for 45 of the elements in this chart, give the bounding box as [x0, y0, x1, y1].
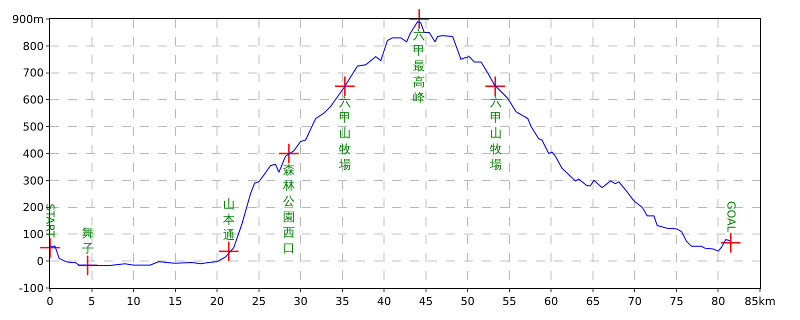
- point: [39, 237, 61, 258]
- x-tick-label: 5: [88, 295, 96, 308]
- x-tick-label: 55: [502, 295, 516, 308]
- x-tick-label: 65: [586, 295, 600, 308]
- point: [334, 76, 356, 97]
- annotation: 六甲山牧場: [338, 95, 351, 172]
- point: [720, 232, 742, 254]
- y-tick-label: 300: [22, 174, 44, 188]
- point: [278, 142, 300, 164]
- y-tick-label: 400: [22, 147, 44, 160]
- annotation: 舞子: [82, 226, 94, 256]
- x-tick-label: 25: [252, 295, 266, 308]
- x-tick-label: 60: [544, 295, 558, 308]
- y-tick-label: 500: [22, 120, 44, 134]
- x-tick-label: 20: [210, 295, 224, 308]
- point: [408, 8, 430, 30]
- x-tick-label: 50: [460, 295, 475, 308]
- point: [218, 240, 240, 262]
- annotation: GOAL: [724, 201, 738, 233]
- annotation: START: [44, 204, 57, 238]
- annotation: 六甲山牧場: [489, 95, 502, 172]
- x-tick-label: 80: [711, 295, 726, 308]
- x-tick-label: 85km: [744, 295, 776, 308]
- x-tick-label: 30: [294, 295, 308, 308]
- x-tick-label: 75: [669, 295, 684, 308]
- y-tick-label: 800: [22, 40, 44, 53]
- x-tick-label: 45: [418, 295, 433, 308]
- point: [484, 76, 506, 97]
- annotation: 六甲最高峰: [413, 28, 425, 104]
- y-tick-label: 0: [36, 254, 44, 268]
- y-tick-label: 700: [22, 66, 44, 80]
- y-tick-label: 200: [22, 201, 44, 214]
- x-tick-label: 0: [46, 295, 54, 308]
- x-tick-label: 10: [126, 295, 141, 308]
- point: [77, 254, 98, 276]
- annotation: 森林公園西口: [282, 163, 295, 255]
- x-tick-label: 35: [335, 295, 350, 308]
- x-tick-label: 40: [377, 295, 392, 308]
- x-tick-label: 70: [628, 295, 642, 308]
- y-tick-label: 900m: [12, 12, 44, 26]
- y-tick-label: 600: [22, 94, 44, 107]
- x-tick-label: 15: [168, 295, 182, 308]
- annotation: 山本通: [223, 197, 235, 242]
- y-tick-label: -100: [18, 282, 44, 295]
- y-tick-label: 100: [22, 228, 44, 242]
